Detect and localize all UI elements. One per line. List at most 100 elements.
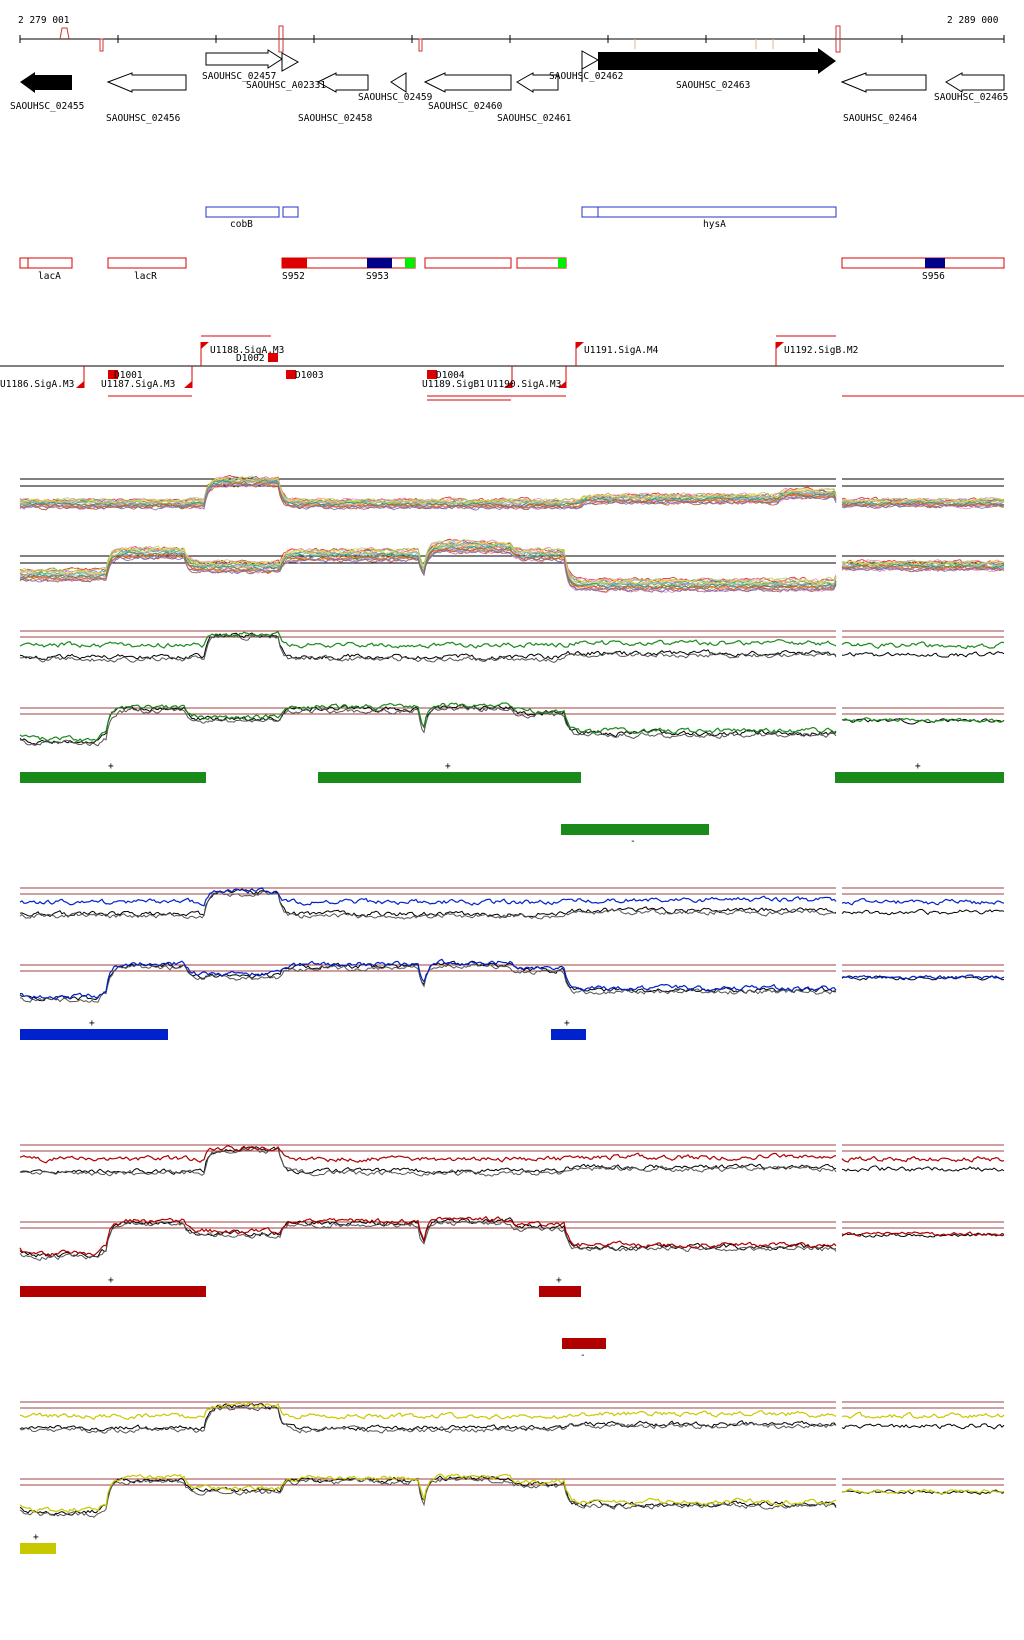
strand-plus-label: + (108, 1275, 114, 1286)
gene-arrow-02455[interactable] (20, 72, 72, 93)
strand-plus-label: + (564, 1018, 570, 1029)
gene-name-hysA: hysA (703, 219, 726, 230)
axis-ticks (19, 35, 1005, 43)
operon-label-lacR: lacR (134, 271, 157, 282)
green-signal-trace (841, 641, 1005, 650)
gene-box-hysA-lead[interactable] (581, 206, 599, 218)
promoter-D1001: D1001 (114, 370, 143, 381)
operon-lacR[interactable] (107, 257, 187, 269)
axis-end-label: 2 289 000 (947, 15, 999, 26)
red-reference-trace (19, 1147, 837, 1177)
blue-plus-segment[interactable] (551, 1029, 586, 1040)
green-plus-segment[interactable] (318, 772, 581, 783)
red-reference-trace (841, 1165, 1005, 1173)
gene-arrow-02464[interactable] (840, 72, 927, 93)
promoter-U1187: U1187.SigA.M3 (101, 379, 175, 390)
blue-signal-trace (19, 887, 837, 907)
strand-plus-label: + (89, 1018, 95, 1029)
axis-start-label: 2 279 001 (18, 15, 70, 26)
blue-signal-trace (841, 897, 1005, 906)
green-reference-trace (19, 703, 837, 745)
multi-condition-trace (19, 541, 837, 585)
operon-label-lacA: lacA (38, 271, 61, 282)
gene-box-cobB[interactable] (205, 206, 280, 218)
gene-label-02465: SAOUHSC_02465 (934, 92, 1008, 103)
multi-condition-trace (841, 559, 1005, 565)
strand-plus-label: + (33, 1532, 39, 1543)
promoter-D1002: D1002 (236, 353, 265, 364)
gene-arrow-02462[interactable] (581, 50, 600, 70)
green-plus-segment[interactable] (835, 772, 1004, 783)
blue-reference-trace (841, 908, 1005, 916)
blue-signal-trace (20, 958, 837, 1000)
gene-arrow-02457[interactable] (205, 49, 283, 69)
operon-S956[interactable] (841, 257, 1005, 269)
red-plus-segment[interactable] (539, 1286, 581, 1297)
green-signal-trace (841, 717, 1005, 724)
gene-arrow-02465[interactable] (945, 72, 1005, 93)
yellow-signal-trace (841, 1488, 1005, 1495)
red-reference-trace (841, 1232, 1005, 1238)
red-plus-segment[interactable] (20, 1286, 206, 1297)
red-signal-trace (19, 1144, 837, 1164)
multi-condition-trace (841, 498, 1005, 505)
green-reference-trace (841, 717, 1005, 725)
operon-label-S956: S956 (922, 271, 945, 282)
gene-arrow-02459[interactable] (390, 72, 407, 93)
gene-arrow-A02331[interactable] (281, 52, 300, 72)
segmentation-tracks: + + + - + + + + - + (20, 761, 1004, 1554)
gene-label-02462: SAOUHSC_02462 (549, 71, 623, 82)
gene-label-02457: SAOUHSC_02457 (202, 71, 276, 82)
gene-arrow-02458[interactable] (316, 72, 369, 93)
green-plus-segment[interactable] (20, 772, 206, 783)
multi-condition-trace (19, 478, 837, 507)
multi-condition-trace (841, 502, 1005, 509)
yellow-reference-trace (19, 1476, 837, 1518)
red-reference-trace (19, 1219, 837, 1262)
gene-label-02456: SAOUHSC_02456 (106, 113, 181, 124)
gene-label-A02331: SAOUHSC_A02331 (246, 80, 326, 91)
green-reference-trace (841, 651, 1005, 658)
gene-name-track (205, 206, 837, 218)
multi-condition-trace (841, 502, 1005, 510)
strand-plus-label: + (108, 761, 114, 772)
red-signal-trace (19, 1215, 837, 1257)
yellow-plus-segment[interactable] (20, 1543, 56, 1554)
blue-reference-trace (19, 890, 837, 920)
blue-plus-segment[interactable] (20, 1029, 168, 1040)
yellow-reference-trace (19, 1404, 837, 1434)
strand-minus-label: - (630, 836, 636, 847)
red-signal-trace (841, 1231, 1005, 1237)
coordinate-axis: 2 279 001 2 289 000 (18, 15, 1005, 53)
expression-signal-tracks (19, 474, 1005, 1518)
operon-label-S953: S953 (366, 271, 389, 282)
strand-minus-label: - (580, 1350, 586, 1361)
operon-mid[interactable] (424, 257, 512, 269)
gene-track: SAOUHSC_02455 SAOUHSC_02456 SAOUHSC_0245… (10, 48, 1008, 124)
strand-plus-label: + (445, 761, 451, 772)
gene-box-cobB-2[interactable] (282, 206, 299, 218)
green-reference-trace (19, 632, 837, 661)
gene-box-hysA[interactable] (597, 206, 837, 218)
gene-arrow-02456[interactable] (106, 72, 187, 93)
red-minus-segment[interactable] (562, 1338, 606, 1349)
promoter-U1186: U1186.SigA.M3 (0, 379, 74, 390)
blue-reference-trace (19, 962, 837, 1003)
promoter-track: U1186.SigA.M3 D1001 U1187.SigA.M3 U1188.… (0, 335, 1024, 401)
green-reference-trace (19, 633, 837, 663)
operon-track: lacA lacR S952 S953 S956 (19, 257, 1005, 282)
yellow-reference-trace (841, 1423, 1005, 1430)
gene-label-02460: SAOUHSC_02460 (428, 101, 503, 112)
yellow-signal-trace (841, 1411, 1005, 1419)
gene-arrow-02463[interactable] (598, 48, 836, 74)
operon-lacA[interactable] (19, 257, 73, 269)
green-minus-segment[interactable] (561, 824, 709, 835)
gene-arrow-02461[interactable] (516, 72, 559, 93)
gene-arrow-02460[interactable] (423, 72, 512, 93)
promoter-U1192: U1192.SigB.M2 (784, 345, 858, 356)
multi-condition-trace (841, 564, 1005, 571)
gene-label-02459: SAOUHSC_02459 (358, 92, 433, 103)
multi-condition-trace (19, 539, 837, 583)
axis-markers (59, 25, 841, 53)
